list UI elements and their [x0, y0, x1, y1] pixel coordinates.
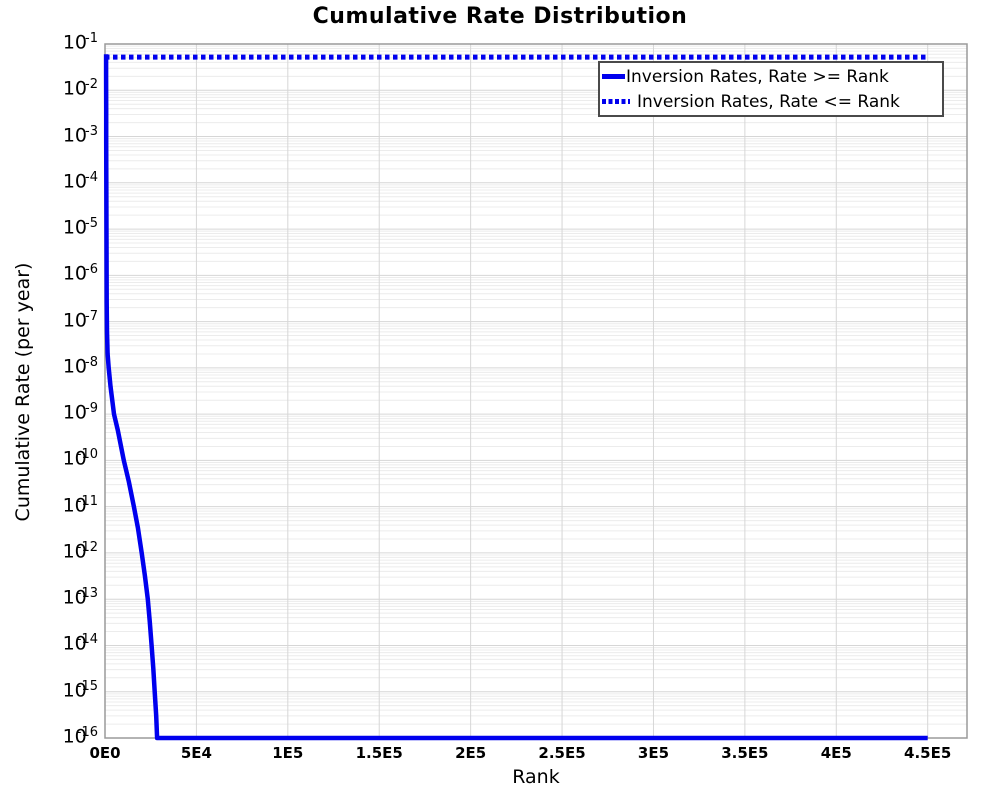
- y-tick-label: 10-9: [62, 401, 98, 424]
- y-tick-label: 10-4: [62, 169, 98, 193]
- legend-label: Inversion Rates, Rate <= Rank: [637, 91, 900, 112]
- y-tick-label: 10-14: [62, 632, 98, 655]
- y-tick-label: 10-15: [62, 678, 98, 702]
- y-tick-label: 10-6: [62, 262, 98, 285]
- y-tick-label: 10-1: [62, 31, 98, 54]
- x-tick-label: 1.5E5: [355, 744, 403, 762]
- y-tick-label: 10-10: [62, 447, 98, 470]
- solid-line-swatch: [602, 74, 625, 79]
- x-tick-label: 1E5: [272, 744, 304, 762]
- y-tick-label: 10-11: [62, 493, 98, 516]
- y-tick-label: 10-12: [62, 539, 98, 563]
- x-tick-label: 4E5: [820, 744, 852, 762]
- dotted-line-swatch: [602, 99, 630, 104]
- x-tick-label: 2E5: [455, 744, 487, 762]
- y-tick-label: 10-8: [62, 354, 98, 378]
- legend-label: Inversion Rates, Rate >= Rank: [626, 66, 889, 87]
- x-tick-label: 4.5E5: [904, 744, 952, 762]
- plot-border: [104, 43, 968, 739]
- x-axis-label: Rank: [512, 766, 560, 788]
- y-tick-label: 10-3: [62, 123, 98, 146]
- y-tick-label: 10-2: [62, 77, 98, 100]
- y-tick-label: 10-7: [62, 308, 98, 331]
- x-tick-label: 3E5: [637, 744, 670, 762]
- chart-title: Cumulative Rate Distribution: [312, 4, 688, 29]
- x-tick-label: 5E4: [180, 744, 212, 762]
- series-line-solid: [103, 54, 928, 741]
- y-tick-label: 10-16: [62, 725, 98, 748]
- x-tick-label: 2.5E5: [538, 744, 586, 762]
- y-tick-label: 10-13: [62, 586, 98, 609]
- legend-item-rate-le-rank: Inversion Rates, Rate <= Rank: [602, 89, 940, 114]
- legend: Inversion Rates, Rate >= Rank Inversion …: [598, 61, 944, 117]
- y-tick-label: 10-5: [62, 216, 98, 239]
- y-axis-label: Cumulative Rate (per year): [12, 262, 34, 522]
- legend-item-rate-ge-rank: Inversion Rates, Rate >= Rank: [602, 64, 940, 89]
- x-tick-label: 3.5E5: [721, 744, 769, 762]
- x-tick-label: 0E0: [89, 744, 121, 762]
